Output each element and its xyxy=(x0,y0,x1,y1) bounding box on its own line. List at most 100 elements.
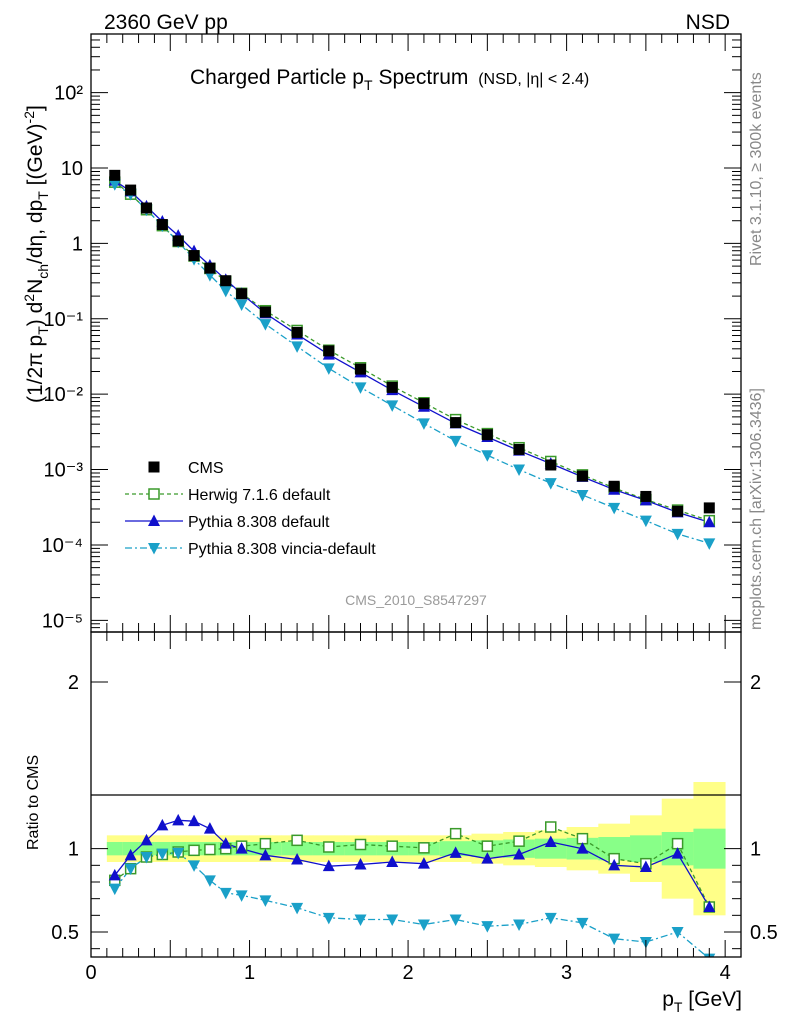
ratio-data-point xyxy=(124,848,137,861)
ratio-data-point xyxy=(481,852,494,864)
ratio-data-point xyxy=(671,847,684,859)
main-data-point xyxy=(323,345,335,357)
source-label: mcplots.cern.ch [arXiv:1306.3436] xyxy=(748,388,765,630)
legend-entry: Pythia 8.308 default xyxy=(188,514,330,531)
main-data-point xyxy=(125,184,137,196)
ratio-data-point xyxy=(219,837,232,849)
ratio-data-point xyxy=(322,859,335,872)
main-data-point xyxy=(156,219,168,231)
ratio-data-point xyxy=(203,875,216,887)
ratio-data-point xyxy=(417,919,430,931)
ratio-data-point xyxy=(188,814,201,827)
ratio-data-point xyxy=(156,848,169,861)
main-data-point xyxy=(639,515,652,528)
main-data-point xyxy=(672,505,684,517)
x-tick-label: 1 xyxy=(244,962,255,984)
ratio-data-point xyxy=(291,902,304,915)
main-series-layer xyxy=(108,169,716,550)
main-data-point xyxy=(703,538,716,550)
ratio-data-point xyxy=(449,827,462,840)
ratio-band-stat xyxy=(281,842,314,856)
ratio-data-point xyxy=(140,852,153,864)
main-y-tick-label: 10⁻⁵ xyxy=(42,610,83,632)
energy-label: 2360 GeV pp xyxy=(104,11,228,34)
ratio-data-point xyxy=(386,855,399,867)
ratio-data-point xyxy=(671,927,684,939)
x-tick-label: 4 xyxy=(720,962,731,984)
main-data-point xyxy=(703,502,715,514)
ratio-data-point xyxy=(449,846,462,858)
main-data-point xyxy=(220,275,232,287)
main-data-point xyxy=(236,288,248,300)
ratio-data-point xyxy=(576,917,589,930)
main-y-axis-label: (1/2π pT) d2Nch/dη, dpT [(GeV)-2] xyxy=(21,105,51,403)
ratio-y-tick-label-right: 2 xyxy=(750,672,761,694)
main-data-point xyxy=(513,464,526,477)
main-data-point xyxy=(608,502,621,515)
ratio-y-tick-label: 2 xyxy=(68,672,79,694)
ratio-data-point xyxy=(204,843,216,856)
legend-marker xyxy=(148,461,160,473)
ratio-data-point xyxy=(172,813,185,826)
main-data-point xyxy=(291,326,303,338)
main-title: Charged Particle pT Spectrum (NSD, |η| < … xyxy=(190,66,589,93)
ratio-y-tick-label-right: 0.5 xyxy=(750,922,778,944)
ratio-data-point xyxy=(608,858,621,871)
main-data-point xyxy=(322,363,335,375)
main-title-rest: Spectrum xyxy=(379,66,469,89)
ratio-y-axis-label: Ratio to CMS xyxy=(25,755,42,850)
main-title-text: Charged Particle p xyxy=(190,66,364,89)
ratio-data-point xyxy=(259,837,272,850)
main-data-point xyxy=(172,235,184,247)
ratio-data-point xyxy=(544,912,557,925)
main-data-point xyxy=(355,363,367,375)
main-data-point xyxy=(418,398,430,410)
main-panel: 10⁻⁵ 10⁻⁴ 10⁻³ 10⁻² 10⁻¹ 1 10 10² Charged Parti… xyxy=(21,33,742,633)
main-data-point xyxy=(235,299,248,311)
legend: CMS Herwig 7.1.6 default Pythia 8.308 defa… xyxy=(125,460,376,558)
rivet-label: Rivet 3.1.10, ≥ 300k events xyxy=(748,72,765,266)
main-title-sub: T xyxy=(364,77,373,93)
ratio-data-point xyxy=(354,858,367,870)
main-data-point xyxy=(545,459,557,471)
main-data-point xyxy=(140,202,152,214)
main-series-line xyxy=(114,183,710,544)
main-data-point xyxy=(671,528,684,541)
ratio-frame xyxy=(90,631,742,958)
ratio-plot-area xyxy=(108,813,716,957)
main-y-tick-label: 10 xyxy=(61,158,83,180)
main-data-point xyxy=(108,179,121,191)
ratio-data-point xyxy=(449,914,462,926)
main-data-point xyxy=(640,490,652,502)
process-label: NSD xyxy=(686,11,730,34)
ratio-data-point xyxy=(172,847,185,860)
x-tick-label: 3 xyxy=(561,962,572,984)
main-title-note: (NSD, |η| < 2.4) xyxy=(478,71,589,88)
main-data-point xyxy=(576,489,589,502)
ratio-data-point xyxy=(203,822,216,834)
ratio-series-layer xyxy=(108,813,716,957)
ratio-data-point xyxy=(156,818,169,831)
main-data-point xyxy=(259,306,271,318)
main-data-point xyxy=(109,169,121,181)
ratio-data-point xyxy=(513,919,526,931)
legend-marker xyxy=(148,514,160,526)
main-data-point xyxy=(386,400,399,412)
ratio-data-point xyxy=(188,860,201,872)
ratio-series-line xyxy=(114,826,710,908)
main-y-tick-labels: 10⁻⁵ 10⁻⁴ 10⁻³ 10⁻² 10⁻¹ 1 10 10² xyxy=(42,83,84,633)
ratio-band-stat xyxy=(106,842,124,856)
ratio-data-point xyxy=(481,921,494,933)
ratio-data-point xyxy=(322,912,335,925)
ratio-data-point xyxy=(513,835,525,847)
ratio-data-point xyxy=(108,868,121,881)
legend-marker xyxy=(148,543,160,555)
main-data-point xyxy=(417,418,430,430)
main-data-point xyxy=(219,285,232,298)
main-data-point xyxy=(481,450,494,462)
ratio-data-point xyxy=(481,840,494,852)
ratio-data-point xyxy=(140,833,153,846)
legend-entry: Herwig 7.1.6 default xyxy=(188,487,331,504)
ratio-data-point xyxy=(259,895,272,907)
main-data-point xyxy=(386,381,398,393)
